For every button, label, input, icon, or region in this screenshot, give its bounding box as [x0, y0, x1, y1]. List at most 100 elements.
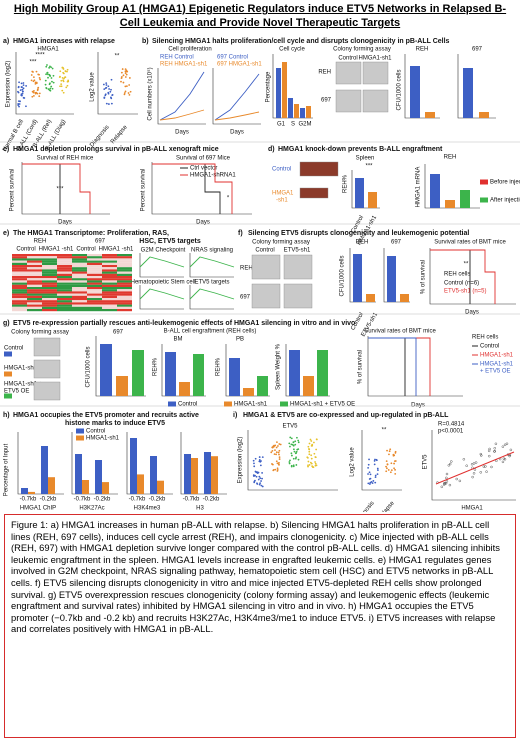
dot: [261, 456, 264, 459]
bar-shape: [102, 295, 117, 298]
bar-shape: [72, 269, 87, 272]
label: REH%: [216, 357, 222, 376]
panel-title: HSC, ETV5 targets: [139, 238, 201, 245]
bar-shape: [303, 376, 314, 396]
dot: [259, 482, 262, 485]
bar-shape: [76, 435, 84, 441]
bar-shape: [72, 298, 87, 301]
dot: [123, 92, 126, 94]
dot: [388, 453, 390, 456]
dot: [39, 78, 41, 81]
axis-frame: [161, 344, 206, 397]
bar-shape: [102, 273, 117, 276]
dot: [35, 70, 38, 73]
bar-shape: [27, 256, 42, 259]
bar-shape: [117, 271, 132, 274]
label: HMGA1: [272, 191, 294, 197]
dot: [308, 448, 310, 450]
dot: [278, 443, 281, 445]
bar-shape: [87, 258, 102, 261]
bar-shape: [27, 304, 42, 307]
bar-shape: [150, 456, 157, 494]
dot: [494, 442, 498, 446]
image-placeholder: [283, 254, 313, 280]
bar-shape: [57, 267, 72, 270]
bar-shape: [179, 382, 190, 396]
bar-shape: [12, 306, 27, 309]
image-placeholder: [362, 61, 389, 85]
dot: [289, 459, 291, 462]
dot: [103, 96, 106, 99]
bar-shape: [42, 265, 57, 268]
dot: [49, 89, 52, 92]
dot: [258, 456, 261, 458]
dot: [307, 465, 309, 468]
dot: [62, 66, 64, 69]
bar-shape: [87, 265, 102, 268]
bar-shape: [42, 262, 57, 265]
bar-shape: [102, 302, 117, 305]
dot: [448, 462, 452, 466]
label: BM: [174, 337, 183, 343]
dot: [480, 454, 483, 457]
dot: [61, 76, 64, 79]
dot: [290, 443, 293, 446]
bar-shape: [12, 276, 27, 279]
dot: [386, 449, 388, 452]
bar-shape: [480, 179, 488, 185]
dot: [38, 76, 41, 79]
dot: [259, 464, 262, 467]
bar-shape: [48, 477, 55, 494]
bar-shape: [27, 306, 42, 309]
bar-shape: [117, 298, 132, 301]
dot: [59, 85, 61, 88]
bar-shape: [27, 287, 42, 290]
dot: [290, 437, 293, 440]
label: HMGA1-shRNA1: [190, 173, 236, 179]
bar-shape: [27, 278, 42, 281]
bar-shape: [12, 295, 27, 298]
bar-shape: [191, 458, 198, 494]
axis-frame: [97, 52, 138, 115]
dot: [368, 478, 371, 480]
label: REH%: [343, 174, 349, 193]
label: REH HMGA1-sh1: [160, 62, 208, 68]
bar-shape: [27, 300, 42, 303]
bar-shape: [102, 293, 117, 296]
dot: [370, 480, 373, 483]
bar-shape: [57, 284, 72, 287]
dot: [30, 74, 33, 76]
bar-shape: [102, 269, 117, 272]
dot: [276, 441, 278, 444]
dot: [109, 90, 112, 93]
label: 697: [391, 240, 402, 246]
dot: [64, 70, 67, 73]
bar-shape: [102, 280, 117, 283]
label: Spleen: [356, 156, 375, 162]
dot: [292, 441, 295, 444]
bar-shape: [12, 254, 27, 257]
bar-shape: [57, 306, 72, 309]
dot: [120, 80, 122, 83]
curve: [368, 337, 417, 396]
dot: [66, 84, 69, 87]
dot: [22, 96, 25, 99]
dot: [32, 76, 35, 79]
bar-shape: [102, 284, 117, 287]
label: % of survival: [421, 260, 427, 294]
bar-shape: [12, 258, 27, 261]
bar-shape: [280, 401, 288, 407]
bar-shape: [27, 267, 42, 270]
bar-shape: [289, 350, 300, 396]
label: Control: [178, 402, 197, 408]
dot: [297, 458, 300, 461]
dot: [488, 454, 491, 458]
bar-shape: [87, 280, 102, 283]
dot: [107, 103, 110, 105]
bar-shape: [57, 293, 72, 296]
label: -sh1: [276, 198, 288, 204]
bar-shape: [57, 256, 72, 259]
label: **: [464, 262, 469, 268]
dot: [297, 439, 300, 442]
dot: [310, 457, 313, 460]
